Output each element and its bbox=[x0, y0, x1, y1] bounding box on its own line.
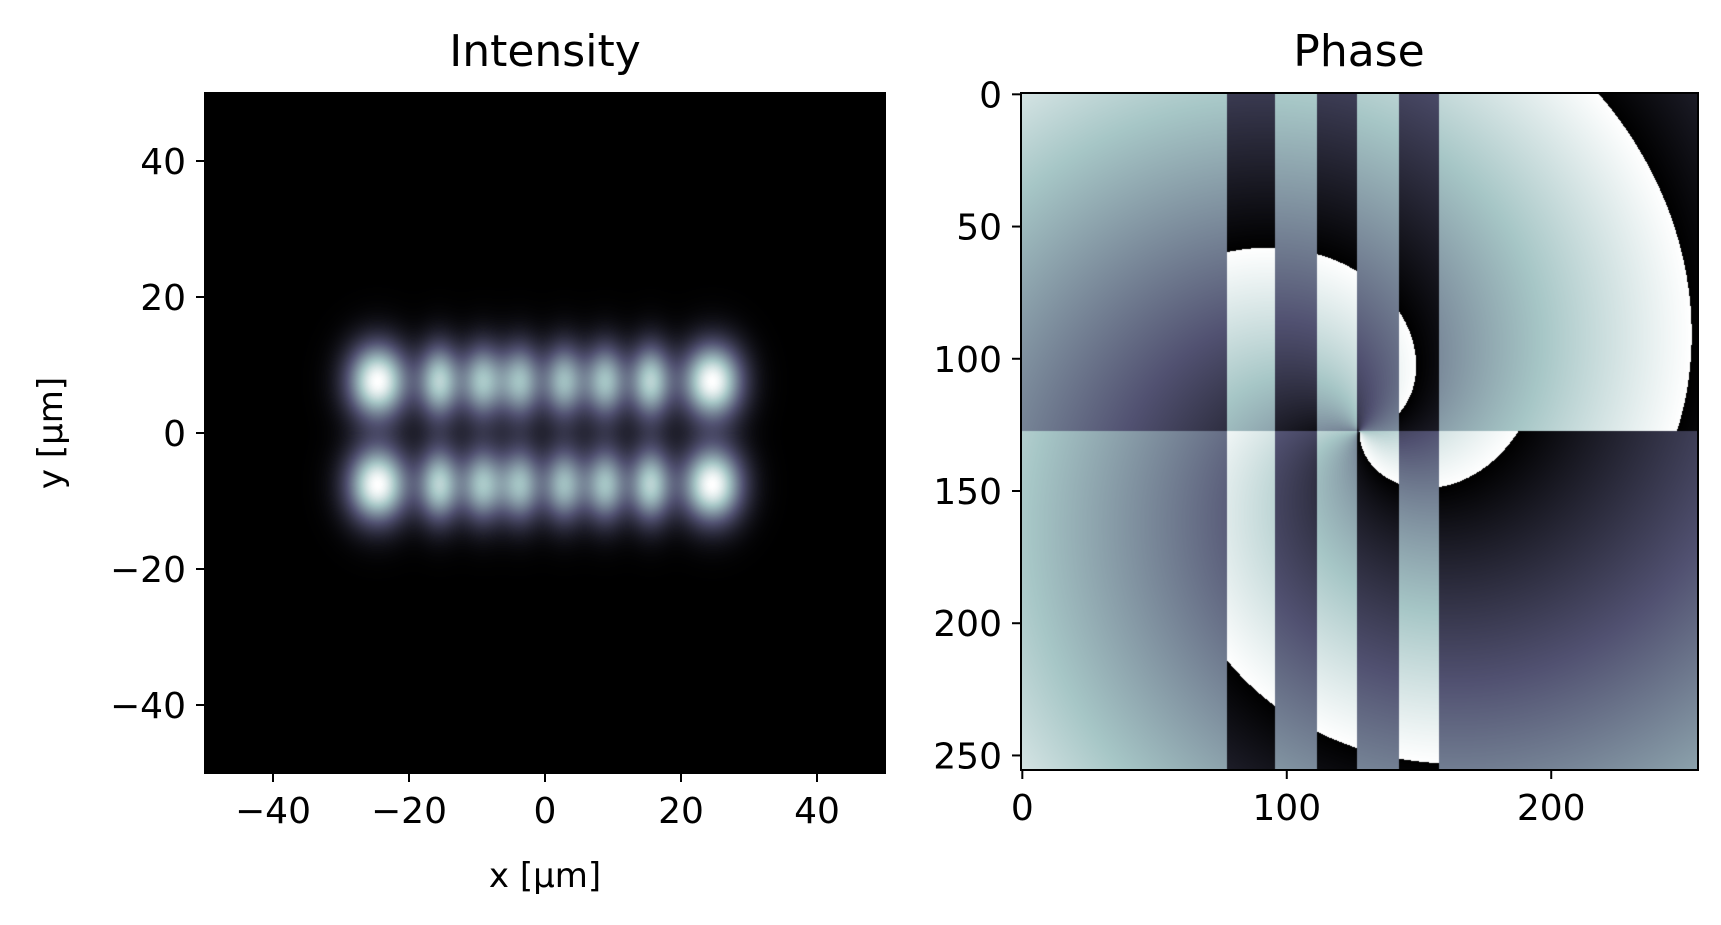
intensity-panel: Intensity −40 −20 0 20 40 −40 −20 0 20 40 x [µm]… bbox=[31, 26, 886, 896]
phase-y-tick-label: 100 bbox=[933, 340, 1002, 381]
phase-y-tick-label: 250 bbox=[933, 736, 1002, 777]
phase-y-tick-label: 0 bbox=[979, 75, 1002, 116]
intensity-y-tick-label: 0 bbox=[163, 414, 186, 455]
intensity-x-tick-label: 40 bbox=[794, 791, 840, 832]
phase-y-tick-label: 200 bbox=[933, 604, 1002, 645]
intensity-x-tick-label: −40 bbox=[235, 791, 311, 832]
intensity-image bbox=[205, 93, 885, 773]
phase-y-tick-label: 50 bbox=[956, 208, 1002, 249]
intensity-title: Intensity bbox=[449, 26, 641, 77]
phase-panel: Phase 0 100 200 0 50 100 150 200 250 bbox=[933, 26, 1699, 829]
phase-image bbox=[1021, 93, 1698, 770]
intensity-y-tick-label: −40 bbox=[110, 686, 186, 727]
intensity-x-tick-label: 20 bbox=[658, 791, 704, 832]
intensity-y-tick-label: −20 bbox=[110, 550, 186, 591]
phase-x-tick-label: 200 bbox=[1517, 788, 1586, 829]
intensity-x-tick-label: 0 bbox=[534, 791, 557, 832]
phase-axes-frame bbox=[1020, 92, 1699, 771]
phase-title: Phase bbox=[1293, 26, 1424, 77]
phase-x-tick-label: 100 bbox=[1252, 788, 1321, 829]
phase-x-tick-label: 0 bbox=[1011, 788, 1034, 829]
intensity-y-tick-label: 20 bbox=[140, 278, 186, 319]
intensity-y-axis-label: y [µm] bbox=[31, 377, 71, 489]
intensity-y-tick-label: 40 bbox=[140, 142, 186, 183]
intensity-x-axis-label: x [µm] bbox=[489, 856, 601, 896]
intensity-x-tick-label: −20 bbox=[371, 791, 447, 832]
phase-y-tick-label: 150 bbox=[933, 472, 1002, 513]
